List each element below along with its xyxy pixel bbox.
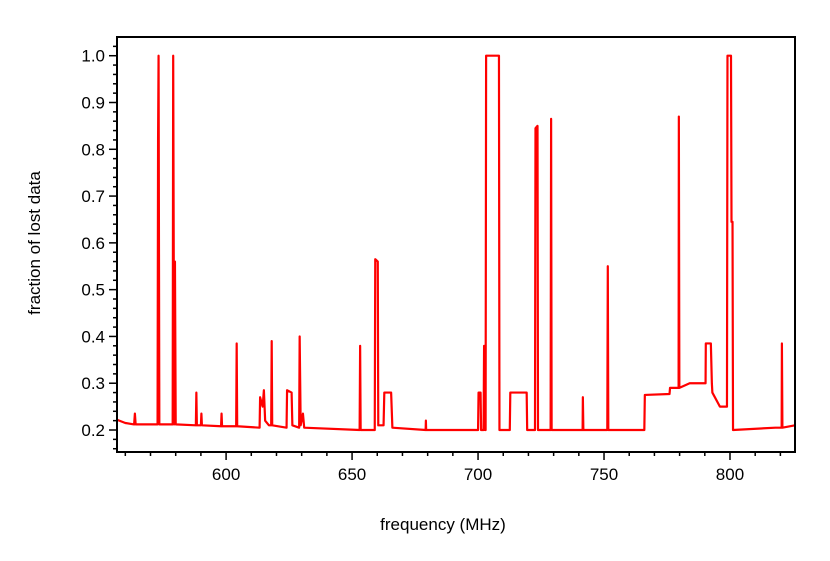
y-tick-label: 0.5 — [81, 281, 105, 300]
x-tick-label: 750 — [590, 465, 618, 484]
y-tick-label: 0.2 — [81, 421, 105, 440]
y-tick-label: 0.9 — [81, 94, 105, 113]
y-tick-label: 0.4 — [81, 327, 105, 346]
x-tick-label: 700 — [464, 465, 492, 484]
y-tick-label: 0.7 — [81, 187, 105, 206]
x-tick-label: 800 — [716, 465, 744, 484]
x-tick-label: 600 — [212, 465, 240, 484]
x-axis-label: frequency (MHz) — [380, 515, 506, 534]
plot-frame — [116, 36, 796, 453]
y-tick-label: 1.0 — [81, 47, 105, 66]
y-tick-label: 0.6 — [81, 234, 105, 253]
y-tick-label: 0.3 — [81, 374, 105, 393]
x-tick-label: 650 — [338, 465, 366, 484]
data-line — [116, 54, 796, 432]
y-tick-label: 0.8 — [81, 140, 105, 159]
y-axis-label: fraction of lost data — [25, 171, 44, 315]
